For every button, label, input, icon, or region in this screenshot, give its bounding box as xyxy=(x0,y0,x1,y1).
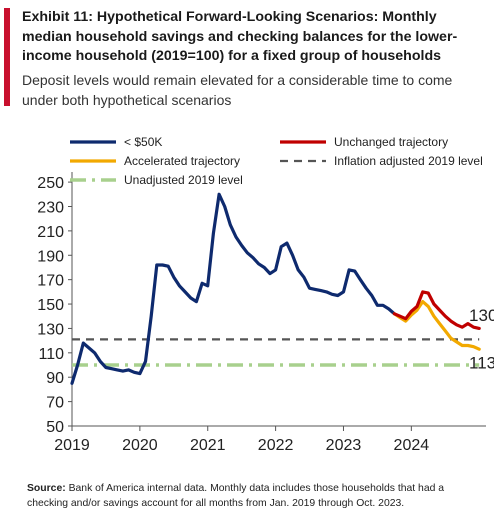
y-tick-label: 250 xyxy=(37,175,64,192)
y-tick-label: 210 xyxy=(37,224,64,241)
y-tick-label: 110 xyxy=(38,346,64,363)
title-accent-bar xyxy=(4,8,10,106)
y-tick-label: 150 xyxy=(37,297,64,314)
legend-label-accelerated: Accelerated trajectory xyxy=(124,154,240,168)
legend-label-inflation: Inflation adjusted 2019 level xyxy=(334,154,483,168)
series-line-main xyxy=(70,192,396,385)
legend-label-main: < $50K xyxy=(124,135,162,149)
x-tick-label: 2024 xyxy=(394,437,430,454)
x-tick-label: 2020 xyxy=(122,437,158,454)
legend-label-unchanged: Unchanged trajectory xyxy=(334,135,448,149)
y-tick-label: 190 xyxy=(37,248,64,265)
y-tick-label: 90 xyxy=(46,370,64,387)
chart-title: Exhibit 11: Hypothetical Forward-Looking… xyxy=(22,9,458,64)
y-tick-label: 70 xyxy=(46,395,64,412)
y-tick-label: 130 xyxy=(37,321,64,338)
x-tick-label: 2019 xyxy=(54,437,90,454)
x-tick-label: 2021 xyxy=(190,437,226,454)
source-note: Source: Bank of America internal data. M… xyxy=(27,481,487,511)
series-line-unchanged xyxy=(392,290,481,330)
source-label: Source: xyxy=(27,483,66,494)
x-tick-label: 2023 xyxy=(326,437,362,454)
y-tick-label: 170 xyxy=(37,273,64,290)
source-text: Bank of America internal data. Monthly d… xyxy=(27,483,445,509)
annotation-label: 113 xyxy=(469,354,494,373)
y-tick-label: 230 xyxy=(37,199,64,216)
series-line-accelerated xyxy=(392,300,481,351)
annotation-label: 130 xyxy=(469,306,494,325)
chart-subtitle: Deposit levels would remain elevated for… xyxy=(22,72,453,108)
x-tick-label: 2022 xyxy=(258,437,294,454)
y-tick-label: 50 xyxy=(46,419,64,436)
legend-label-unadjusted: Unadjusted 2019 level xyxy=(124,173,243,187)
line-chart: 50 70 90 110 130 150 170 190 210 230 250 2019 2020 20… xyxy=(37,135,494,454)
